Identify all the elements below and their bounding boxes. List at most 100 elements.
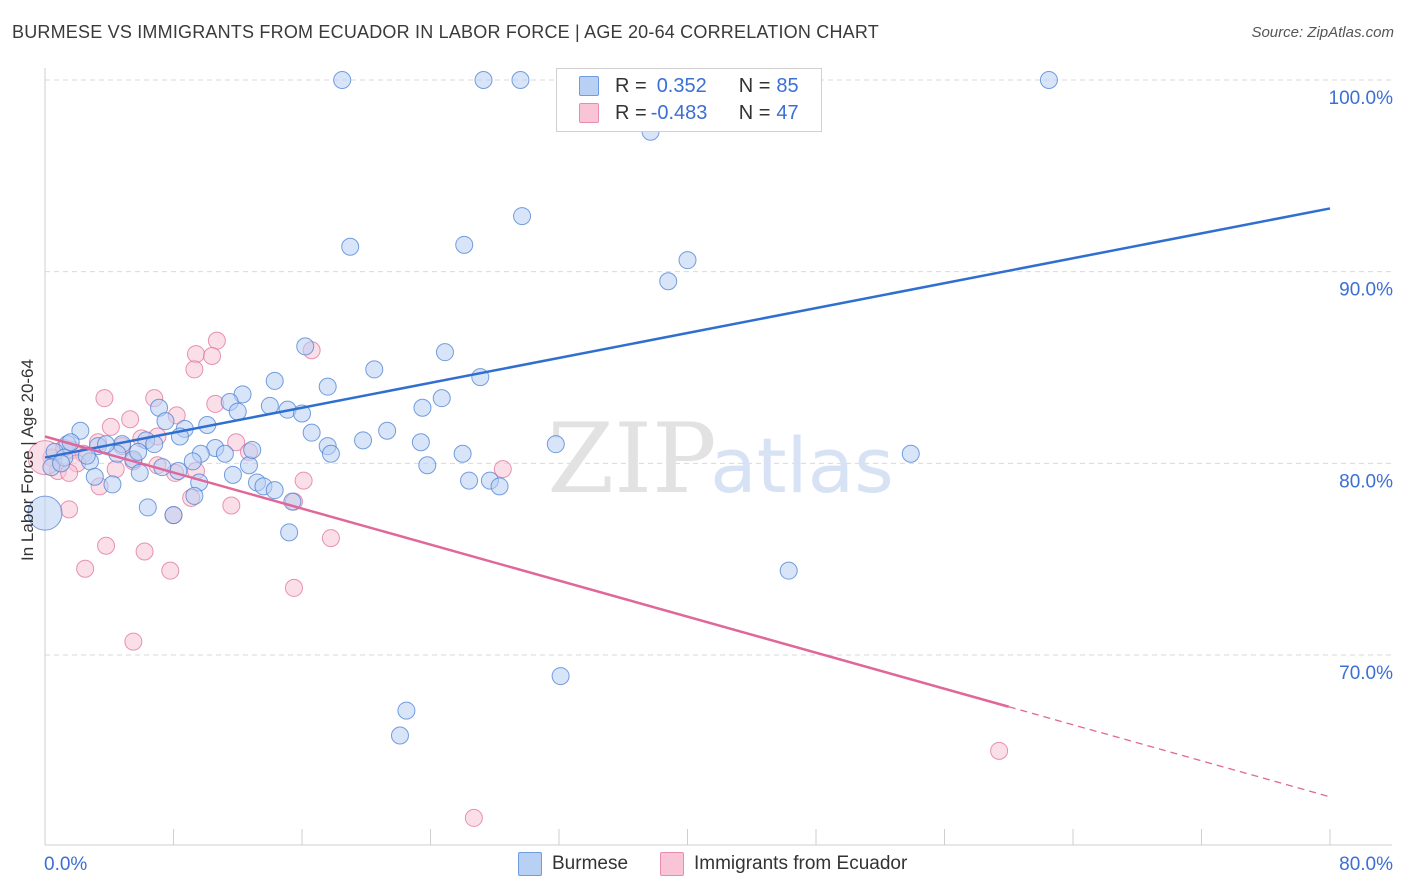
burmese-point bbox=[223, 465, 242, 484]
gridlines bbox=[45, 79, 1392, 656]
burmese-point bbox=[546, 435, 565, 454]
ecuador-point bbox=[990, 741, 1009, 760]
burmese-point bbox=[243, 440, 262, 459]
burmese-point bbox=[901, 444, 920, 463]
burmese-point bbox=[71, 421, 90, 440]
burmese-point bbox=[490, 477, 509, 496]
y-axis-label: In Labor Force | Age 20-64 bbox=[18, 359, 37, 561]
burmese-point bbox=[551, 667, 570, 686]
chart-title: BURMESE VS IMMIGRANTS FROM ECUADOR IN LA… bbox=[12, 22, 879, 42]
legend-burmese-n: 85 bbox=[776, 74, 799, 97]
ecuador-point bbox=[95, 389, 114, 408]
burmese-point bbox=[156, 412, 175, 431]
burmese-point bbox=[52, 454, 71, 473]
burmese-point bbox=[185, 486, 204, 505]
legend-r-label: R = bbox=[615, 74, 647, 97]
burmese-point bbox=[183, 452, 202, 471]
burmese-point bbox=[296, 337, 315, 356]
ecuador-point bbox=[186, 345, 205, 364]
correlation-legend: R = 0.352 N = 85 R = -0.483 N = 47 bbox=[556, 68, 822, 132]
burmese-point bbox=[435, 343, 454, 362]
ecuador-point bbox=[106, 460, 125, 479]
burmese-point bbox=[413, 398, 432, 417]
bottom-legend-ecuador: Immigrants from Ecuador bbox=[660, 852, 907, 876]
trend-line-burmese bbox=[44, 207, 1331, 459]
y-tick-label: 70.0% bbox=[1339, 663, 1393, 684]
ecuador-point bbox=[135, 542, 154, 561]
burmese-point bbox=[678, 251, 697, 270]
legend-n-label: N = bbox=[738, 101, 771, 124]
y-tick-label: 80.0% bbox=[1339, 471, 1393, 492]
ecuador-point bbox=[97, 536, 116, 555]
burmese-point bbox=[411, 433, 430, 452]
ecuador-point bbox=[227, 433, 246, 452]
burmese-point bbox=[85, 467, 104, 486]
ecuador-point bbox=[60, 500, 79, 519]
series-ecuador-points bbox=[27, 331, 1009, 827]
legend-row-burmese: R = 0.352 N = 85 bbox=[579, 73, 799, 99]
bottom-legend-burmese: Burmese bbox=[518, 852, 628, 876]
burmese-point bbox=[779, 561, 798, 580]
burmese-point bbox=[432, 389, 451, 408]
ecuador-point bbox=[203, 347, 222, 365]
legend-swatch-burmese bbox=[579, 76, 599, 96]
legend-r-label: R = bbox=[615, 101, 647, 124]
ecuador-point bbox=[284, 578, 303, 597]
burmese-point bbox=[130, 463, 149, 482]
x-tick-label: 0.0% bbox=[44, 854, 87, 875]
burmese-point bbox=[511, 71, 530, 89]
ecuador-point bbox=[294, 471, 313, 490]
burmese-point bbox=[455, 235, 474, 254]
burmese-point bbox=[378, 421, 397, 440]
burmese-point bbox=[397, 701, 416, 720]
burmese-point bbox=[215, 444, 234, 463]
burmese-point bbox=[138, 498, 157, 517]
ecuador-point bbox=[185, 360, 204, 379]
ecuador-point bbox=[161, 561, 180, 580]
legend-ecuador-n: 47 bbox=[776, 101, 799, 124]
burmese-point bbox=[239, 456, 258, 475]
trend-line-ecuador bbox=[44, 435, 1010, 708]
burmese-point bbox=[1039, 71, 1058, 89]
y-tick-label: 100.0% bbox=[1329, 88, 1394, 109]
bottom-legend-label-ecuador: Immigrants from Ecuador bbox=[694, 853, 908, 874]
bottom-legend-label-burmese: Burmese bbox=[552, 853, 629, 874]
ecuador-point bbox=[76, 559, 95, 578]
burmese-point bbox=[302, 423, 321, 442]
bottom-legend-swatch-ecuador bbox=[660, 852, 684, 876]
burmese-point bbox=[265, 481, 284, 500]
ecuador-point bbox=[464, 808, 483, 827]
burmese-point bbox=[129, 442, 148, 461]
burmese-point bbox=[513, 207, 532, 226]
burmese-point bbox=[27, 495, 63, 531]
series-burmese-points bbox=[27, 71, 1058, 745]
burmese-point bbox=[354, 431, 373, 450]
source-label: Source: ZipAtlas.com bbox=[1251, 24, 1394, 41]
watermark: ZIP atlas bbox=[547, 403, 893, 515]
burmese-point bbox=[365, 360, 384, 379]
burmese-point bbox=[474, 71, 493, 89]
trend-lines bbox=[44, 207, 1331, 798]
legend-swatch-ecuador bbox=[579, 103, 599, 123]
x-tick-label: 80.0% bbox=[1339, 854, 1393, 875]
ecuador-point bbox=[124, 632, 143, 651]
burmese-point bbox=[460, 471, 479, 490]
burmese-point bbox=[333, 71, 352, 89]
tick-labels: 70.0% 80.0% 90.0% 100.0% 0.0% 80.0% bbox=[44, 88, 1393, 875]
legend-row-ecuador: R = -0.483 N = 47 bbox=[579, 100, 799, 126]
legend-ecuador-r: -0.483 bbox=[650, 101, 708, 124]
ecuador-point bbox=[101, 417, 120, 436]
burmese-point bbox=[321, 444, 340, 463]
legend-n-label: N = bbox=[738, 74, 771, 97]
burmese-point bbox=[659, 272, 678, 291]
burmese-point bbox=[418, 456, 437, 475]
ecuador-point bbox=[222, 496, 241, 515]
burmese-point bbox=[265, 371, 284, 390]
ecuador-point bbox=[121, 410, 140, 429]
watermark-atlas: atlas bbox=[710, 421, 894, 510]
ecuador-point bbox=[493, 460, 512, 479]
watermark-zip: ZIP bbox=[547, 403, 716, 515]
burmese-point bbox=[103, 475, 122, 494]
y-tick-label: 90.0% bbox=[1339, 280, 1393, 301]
burmese-point bbox=[453, 444, 472, 463]
